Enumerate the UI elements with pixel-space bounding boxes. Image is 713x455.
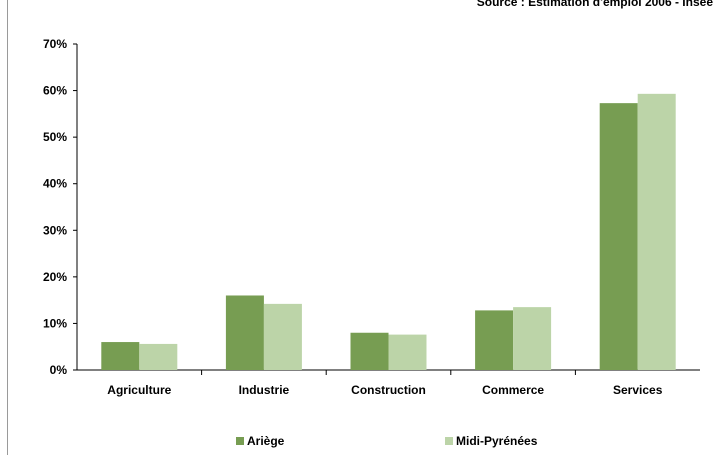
y-tick-label: 40% bbox=[43, 177, 67, 191]
x-category-label: Commerce bbox=[482, 383, 544, 397]
y-tick-labels: 0% 10% 20% 30% 40% 50% 60% 70% bbox=[43, 37, 67, 377]
bar-midi-pyrenees bbox=[388, 334, 427, 370]
bar-ariege bbox=[225, 295, 264, 370]
x-category-label: Services bbox=[613, 383, 663, 397]
bar-ariege bbox=[101, 342, 140, 370]
legend-swatch bbox=[236, 437, 244, 445]
legend-label: Ariège bbox=[247, 434, 285, 448]
chart-legend: Ariège Midi-Pyrénées bbox=[236, 434, 538, 448]
legend-swatch bbox=[445, 437, 453, 445]
bar-ariege bbox=[350, 332, 389, 370]
chart-bars bbox=[101, 93, 676, 371]
bar-ariege bbox=[475, 310, 514, 370]
bar-ariege bbox=[599, 103, 638, 370]
y-tick-label: 60% bbox=[43, 84, 67, 98]
bar-midi-pyrenees bbox=[513, 307, 552, 370]
y-tick-label: 50% bbox=[43, 130, 67, 144]
x-category-label: Construction bbox=[351, 383, 426, 397]
bar-midi-pyrenees bbox=[637, 93, 676, 371]
x-category-labels: Agriculture Industrie Construction Commerce… bbox=[107, 383, 662, 397]
y-tick-label: 0% bbox=[50, 363, 68, 377]
x-category-label: Industrie bbox=[239, 383, 290, 397]
bar-midi-pyrenees bbox=[263, 303, 302, 370]
frame-border-line bbox=[7, 0, 8, 455]
legend-label: Midi-Pyrénées bbox=[456, 434, 538, 448]
source-note: Source : Estimation d'emploi 2006 - Inse… bbox=[476, 0, 713, 9]
y-tick-label: 70% bbox=[43, 37, 67, 51]
y-tick-label: 30% bbox=[43, 223, 67, 237]
y-tick-label: 20% bbox=[43, 270, 67, 284]
x-category-label: Agriculture bbox=[107, 383, 171, 397]
y-tick-label: 10% bbox=[43, 316, 67, 330]
bar-midi-pyrenees bbox=[139, 343, 178, 370]
